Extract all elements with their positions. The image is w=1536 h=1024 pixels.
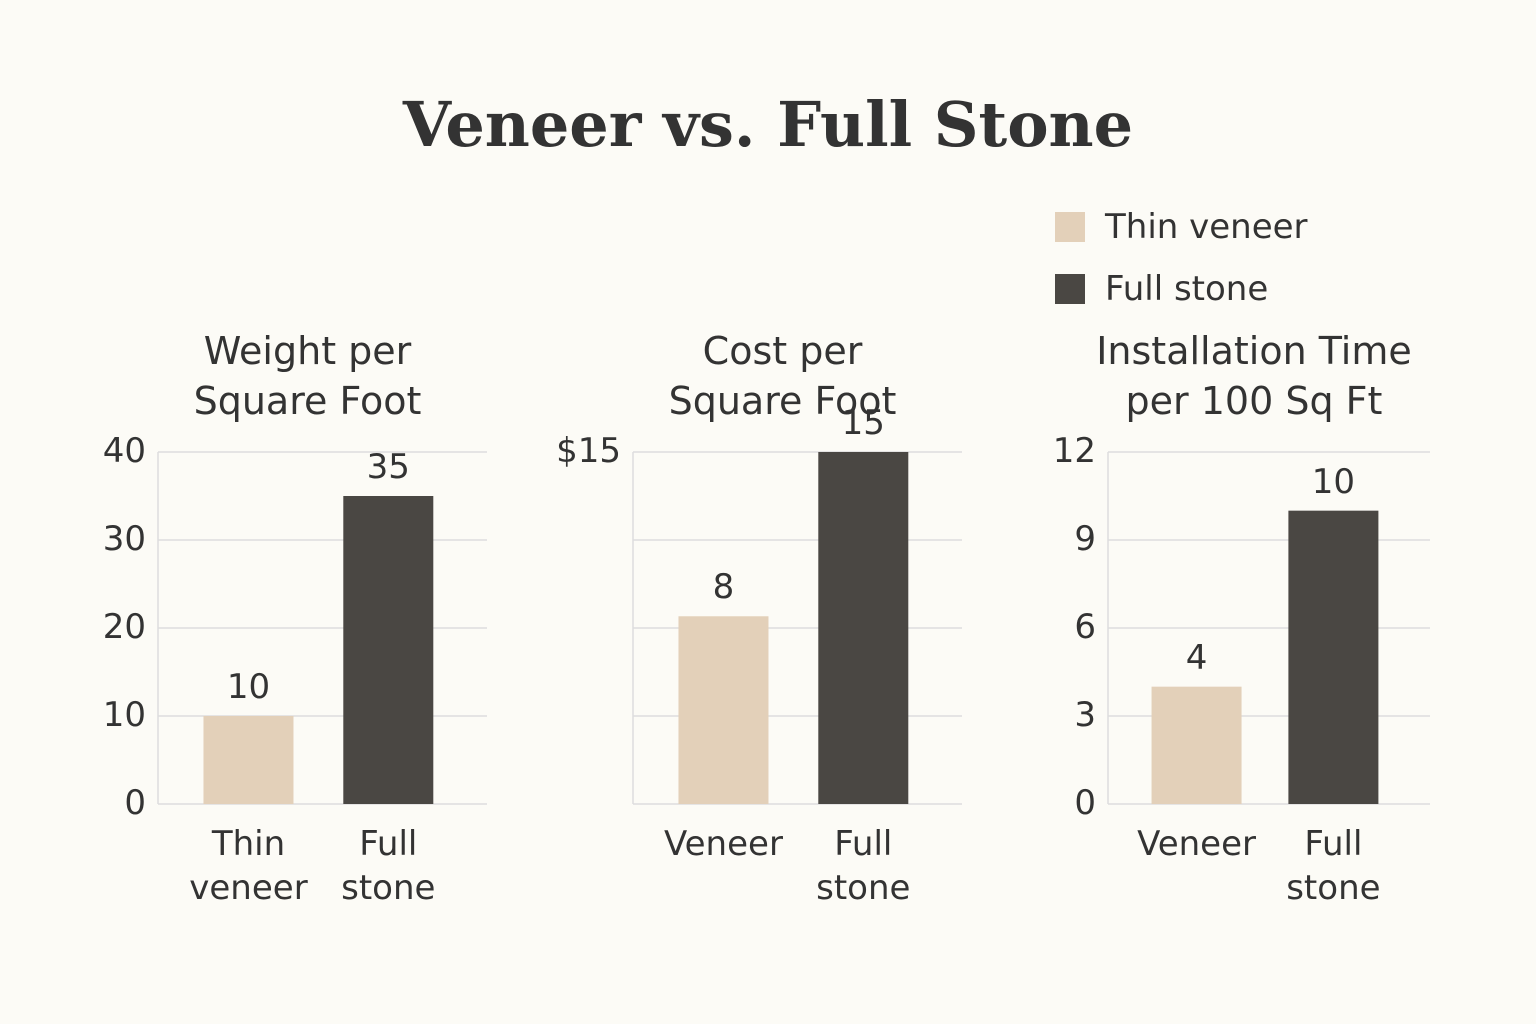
- legend-label: Full stone: [1105, 269, 1269, 309]
- bar: [818, 452, 909, 804]
- bar: [203, 716, 294, 804]
- y-tick-label: 40: [102, 431, 146, 471]
- chart-title: Weight per Square Foot: [193, 329, 422, 423]
- value-label: 10: [1311, 461, 1356, 502]
- y-tick-label: 12: [1052, 431, 1096, 471]
- chart-title: Cost per Square Foot: [668, 329, 897, 423]
- y-tick-label: 9: [1074, 519, 1096, 559]
- value-label: 4: [1185, 637, 1208, 678]
- bar: [678, 616, 769, 804]
- category-label: Thin veneer: [189, 824, 308, 908]
- y-tick-label: 0: [124, 783, 146, 823]
- legend-swatch: [1055, 274, 1085, 304]
- y-tick-label: 3: [1074, 695, 1096, 735]
- category-label: Veneer: [1137, 824, 1256, 864]
- category-label: Veneer: [664, 824, 783, 864]
- y-tick-label: $15: [556, 431, 621, 471]
- value-label: 35: [366, 447, 410, 487]
- bar: [1288, 510, 1379, 804]
- value-label: 10: [226, 667, 271, 707]
- bar: [1151, 686, 1242, 804]
- chart-title: Installation Time per 100 Sq Ft: [1096, 329, 1412, 423]
- value-label: 15: [841, 403, 885, 443]
- category-label: Full stone: [816, 824, 911, 908]
- category-label: Full stone: [341, 824, 436, 908]
- bar: [343, 496, 434, 804]
- y-tick-label: 6: [1074, 607, 1096, 647]
- y-tick-label: 10: [102, 695, 146, 735]
- y-tick-label: 0: [1074, 783, 1096, 823]
- y-tick-label: 30: [102, 519, 146, 559]
- value-label: 8: [712, 567, 735, 608]
- legend-label: Thin veneer: [1105, 207, 1308, 247]
- y-tick-label: 20: [102, 607, 146, 647]
- category-label: Full stone: [1286, 824, 1381, 908]
- legend-swatch: [1055, 212, 1085, 242]
- main-title: Veneer vs. Full Stone: [402, 88, 1134, 161]
